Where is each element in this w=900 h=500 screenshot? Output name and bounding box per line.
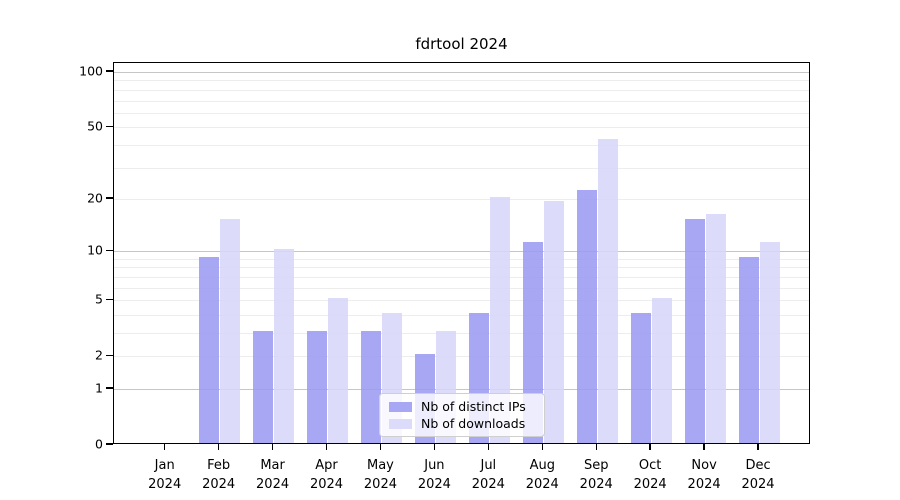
legend-swatch-downloads: [389, 418, 412, 429]
x-tick-label-nov: Nov 2024: [687, 458, 721, 492]
bar-ips-may: [360, 331, 381, 443]
bar-downloads-mar: [274, 249, 295, 443]
bar-downloads-aug: [543, 200, 564, 443]
y-tick-mark-10: [106, 249, 113, 251]
gridline-minor-90: [114, 80, 809, 82]
legend-item-downloads: Nb of downloads: [389, 416, 535, 431]
gridline-minor-3: [114, 332, 809, 334]
bar-downloads-nov: [705, 214, 726, 443]
gridline-minor-60: [114, 112, 809, 114]
bar-ips-mar: [253, 331, 274, 443]
bar-ips-sep: [576, 189, 597, 443]
x-tick-label-sep: Sep 2024: [579, 458, 613, 492]
y-tick-mark-20: [106, 197, 113, 199]
x-tick-mark-oct: [649, 444, 651, 450]
legend-label-downloads: Nb of downloads: [421, 416, 526, 431]
gridline-minor-20: [114, 198, 809, 200]
gridline-minor-2: [114, 356, 809, 358]
bar-ips-dec: [738, 256, 759, 443]
gridline-minor-40: [114, 144, 809, 146]
x-tick-label-apr: Apr 2024: [309, 458, 344, 492]
gridline-minor-4: [114, 314, 809, 316]
gridline-major-1: [114, 388, 809, 390]
bar-downloads-sep: [597, 139, 618, 443]
x-tick-mark-jul: [487, 444, 490, 450]
y-tick-mark-100: [106, 70, 113, 72]
x-tick-label-oct: Oct 2024: [633, 458, 667, 492]
legend-label-distinct-ips: Nb of distinct IPs: [421, 399, 526, 414]
x-tick-mark-aug: [541, 444, 543, 450]
plot-area: [113, 62, 810, 444]
legend-item-distinct-ips: Nb of distinct IPs: [389, 399, 535, 414]
bar-downloads-oct: [651, 298, 672, 443]
x-tick-mark-sep: [595, 444, 597, 450]
x-tick-mark-may: [379, 444, 382, 450]
bar-ips-feb: [199, 256, 220, 443]
bar-downloads-jul: [489, 197, 510, 443]
chart-title: fdrtool 2024: [415, 35, 508, 53]
y-tick-mark-0: [106, 443, 113, 445]
y-tick-label-5: 5: [95, 291, 103, 307]
gridline-minor-70: [114, 100, 809, 102]
x-tick-label-jun: Jun 2024: [417, 458, 451, 492]
y-tick-label-20: 20: [87, 190, 103, 206]
bar-ips-oct: [630, 312, 651, 443]
gridline-minor-50: [114, 127, 809, 129]
gridline-minor-5: [114, 300, 809, 302]
gridline-minor-6: [114, 287, 809, 289]
x-tick-label-jul: Jul 2024: [471, 458, 505, 492]
y-tick-mark-2: [106, 354, 113, 356]
bar-downloads-feb: [220, 219, 241, 443]
bar-ips-nov: [684, 219, 705, 443]
x-tick-mark-mar: [271, 444, 274, 450]
bar-downloads-dec: [759, 242, 780, 443]
y-tick-label-10: 10: [87, 242, 103, 258]
y-tick-label-100: 100: [79, 63, 103, 79]
y-tick-label-1: 1: [95, 380, 103, 396]
gridline-major-10: [114, 251, 809, 253]
x-tick-mark-apr: [325, 444, 328, 450]
legend: Nb of distinct IPs Nb of downloads: [379, 393, 545, 437]
bar-ips-aug: [522, 242, 543, 443]
x-tick-label-may: May 2024: [363, 458, 397, 492]
gridline-minor-8: [114, 267, 809, 269]
y-tick-label-50: 50: [87, 118, 103, 134]
x-tick-label-mar: Mar 2024: [256, 458, 290, 492]
gridline-minor-80: [114, 89, 809, 91]
y-tick-mark-5: [106, 298, 113, 300]
x-tick-mark-jun: [433, 444, 436, 450]
bar-downloads-apr: [328, 298, 349, 443]
x-tick-label-aug: Aug 2024: [525, 458, 559, 492]
gridline-major-100: [114, 72, 809, 74]
x-tick-label-dec: Dec 2024: [741, 458, 775, 492]
gridline-minor-7: [114, 276, 809, 278]
x-tick-label-jan: Jan 2024: [148, 458, 182, 492]
legend-swatch-distinct-ips: [389, 401, 412, 412]
y-tick-label-0: 0: [95, 436, 103, 452]
bar-ips-apr: [307, 331, 328, 443]
y-tick-mark-1: [106, 387, 113, 389]
gridline-minor-30: [114, 167, 809, 169]
x-tick-mark-feb: [217, 444, 220, 450]
x-tick-mark-jan: [164, 444, 166, 450]
y-tick-label-2: 2: [95, 347, 103, 363]
x-tick-label-feb: Feb 2024: [202, 458, 236, 492]
x-tick-mark-dec: [757, 444, 759, 450]
y-tick-mark-50: [106, 125, 113, 127]
x-tick-mark-nov: [703, 444, 705, 450]
gridline-minor-9: [114, 258, 809, 260]
